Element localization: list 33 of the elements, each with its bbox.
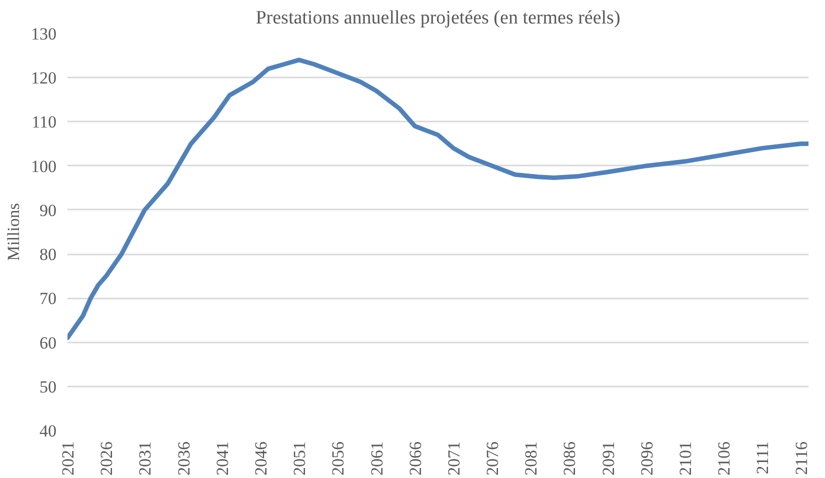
line-series [68,58,808,340]
x-tick-label: 2051 [290,442,310,476]
chart-title: Prestations annuelles projetées (en termes réels) [256,8,620,28]
x-tick-label: 2091 [598,442,618,476]
y-tick-label: 100 [31,156,56,176]
y-tick-label: 40 [40,422,56,440]
x-tick-label: 2116 [792,441,811,475]
x-tick-label: 2061 [367,442,386,476]
x-tick-label: 2086 [560,442,580,476]
x-tick-label: 2076 [483,442,502,476]
x-tick-label: 2036 [174,442,194,476]
y-tick-label: 130 [31,24,56,44]
y-tick-label: 50 [40,377,56,396]
x-tick-label: 2021 [58,442,78,476]
y-tick-label: 90 [40,200,56,220]
x-tick-label: 2071 [444,442,464,476]
x-tick-label: 2026 [97,442,116,476]
x-tick-label: 2066 [406,442,425,476]
x-tick-label: 2046 [251,442,270,476]
x-tick-label: 2101 [676,442,695,476]
x-tick-label: 2056 [328,442,348,476]
y-tick-label: 60 [40,333,56,352]
y-tick-label: 80 [40,245,56,264]
y-tick-label: 120 [31,68,56,88]
x-tick-label: 2096 [637,442,656,476]
y-axis-title: Millions [4,203,23,261]
x-tick-label: 2081 [522,442,541,476]
x-tick-label: 2106 [714,442,734,476]
x-tick-label: 2031 [136,442,155,476]
y-tick-label: 110 [32,112,57,132]
y-tick-label: 70 [40,289,56,308]
x-tick-label: 2111 [753,441,772,474]
x-tick-label: 2041 [212,442,232,476]
